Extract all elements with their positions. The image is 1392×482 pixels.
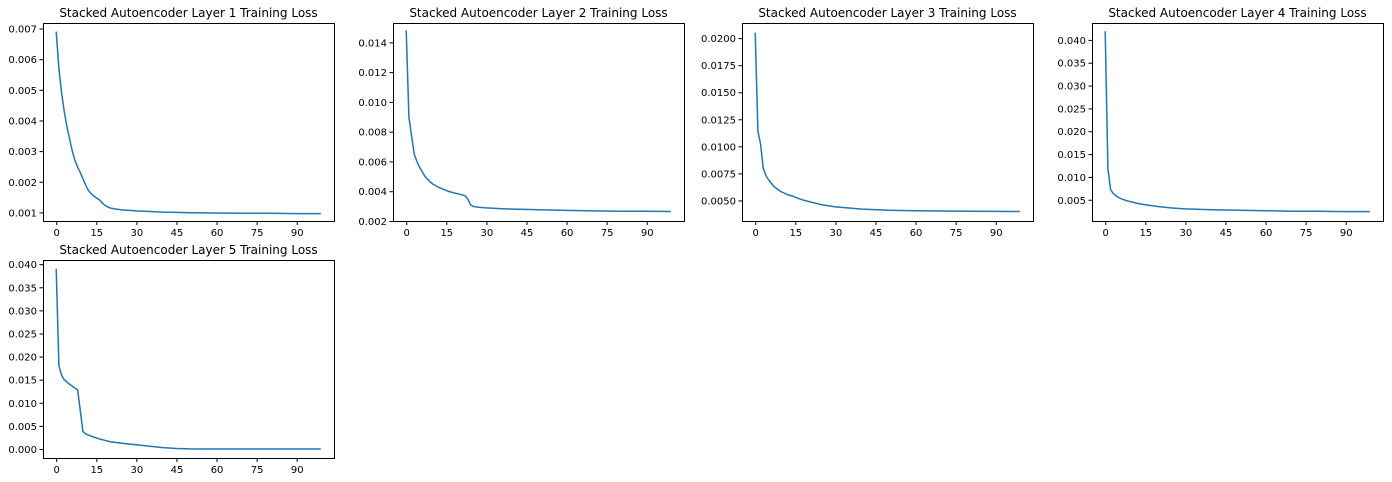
x-tick-label: 30 — [131, 465, 144, 476]
y-tick-label: 0.040 — [1057, 36, 1086, 47]
x-tick-label: 60 — [211, 228, 224, 239]
x-tick-label: 90 — [291, 465, 304, 476]
y-tick-label: 0.004 — [8, 116, 37, 127]
x-tick-label: 0 — [1103, 228, 1109, 239]
x-tick-label: 90 — [990, 228, 1003, 239]
y-tick-label: 0.001 — [8, 208, 37, 219]
x-tick-label: 30 — [481, 228, 494, 239]
y-tick-label: 0.035 — [1057, 59, 1086, 70]
x-tick-label: 75 — [1300, 228, 1313, 239]
x-tick-label: 15 — [90, 465, 103, 476]
chart-title: Stacked Autoencoder Layer 5 Training Los… — [59, 243, 317, 257]
y-tick-label: 0.0075 — [701, 169, 736, 180]
axes-frame — [43, 260, 335, 459]
x-tick-label: 60 — [211, 465, 224, 476]
series-line-1 — [405, 30, 671, 213]
y-tick-label: 0.0125 — [701, 115, 736, 126]
y-tick-label: 0.0200 — [701, 34, 736, 45]
x-tick-label: 45 — [521, 228, 534, 239]
y-tick-label: 0.025 — [1057, 104, 1086, 115]
y-tick-label: 0.002 — [8, 178, 37, 189]
chart-title: Stacked Autoencoder Layer 2 Training Los… — [409, 6, 667, 20]
axes-frame — [1092, 23, 1384, 222]
y-tick-label: 0.030 — [8, 306, 37, 317]
chart-title: Stacked Autoencoder Layer 3 Training Los… — [758, 6, 1016, 20]
y-tick-label: 0.020 — [1057, 127, 1086, 138]
series-line-1 — [55, 31, 321, 215]
x-tick-label: 90 — [1340, 228, 1353, 239]
x-tick-label: 90 — [291, 228, 304, 239]
x-tick-label: 75 — [251, 228, 264, 239]
axes-frame — [43, 23, 335, 222]
subplot-1: Stacked Autoencoder Layer 1 Training Los… — [8, 6, 335, 239]
x-tick-label: 75 — [251, 465, 264, 476]
x-tick-label: 45 — [171, 228, 184, 239]
series-line-1 — [754, 32, 1020, 213]
x-tick-label: 15 — [789, 228, 802, 239]
series-line-1 — [1104, 31, 1370, 213]
x-tick-label: 30 — [830, 228, 843, 239]
x-tick-label: 0 — [404, 228, 410, 239]
x-tick-label: 45 — [1220, 228, 1233, 239]
chart-title: Stacked Autoencoder Layer 1 Training Los… — [59, 6, 317, 20]
y-tick-label: 0.012 — [358, 68, 387, 79]
x-tick-label: 30 — [131, 228, 144, 239]
x-tick-label: 45 — [870, 228, 883, 239]
y-tick-label: 0.0100 — [701, 142, 736, 153]
y-tick-label: 0.006 — [358, 157, 387, 168]
y-tick-label: 0.010 — [358, 98, 387, 109]
x-tick-label: 30 — [1180, 228, 1193, 239]
x-tick-label: 60 — [561, 228, 574, 239]
x-tick-label: 90 — [641, 228, 654, 239]
x-tick-label: 0 — [753, 228, 759, 239]
y-tick-label: 0.0050 — [701, 196, 736, 207]
y-tick-label: 0.000 — [8, 445, 37, 456]
y-tick-label: 0.025 — [8, 329, 37, 340]
axes-frame — [742, 23, 1034, 222]
x-tick-label: 60 — [1260, 228, 1273, 239]
y-tick-label: 0.008 — [358, 128, 387, 139]
y-tick-label: 0.004 — [358, 187, 387, 198]
x-tick-label: 75 — [601, 228, 614, 239]
y-tick-label: 0.035 — [8, 283, 37, 294]
y-tick-label: 0.020 — [8, 353, 37, 364]
x-tick-label: 15 — [90, 228, 103, 239]
x-tick-label: 15 — [1139, 228, 1152, 239]
y-tick-label: 0.010 — [8, 399, 37, 410]
y-tick-label: 0.014 — [358, 38, 387, 49]
x-tick-label: 60 — [910, 228, 923, 239]
axes-frame — [393, 23, 685, 222]
x-tick-label: 45 — [171, 465, 184, 476]
y-tick-label: 0.030 — [1057, 82, 1086, 93]
y-tick-label: 0.010 — [1057, 173, 1086, 184]
y-tick-label: 0.002 — [358, 217, 387, 228]
y-tick-label: 0.015 — [1057, 150, 1086, 161]
subplot-4: Stacked Autoencoder Layer 4 Training Los… — [1057, 6, 1384, 239]
subplot-2: Stacked Autoencoder Layer 2 Training Los… — [358, 6, 685, 239]
y-tick-label: 0.003 — [8, 147, 37, 158]
y-tick-label: 0.0175 — [701, 61, 736, 72]
y-tick-label: 0.005 — [8, 422, 37, 433]
y-tick-label: 0.015 — [8, 376, 37, 387]
x-tick-label: 0 — [54, 228, 60, 239]
y-tick-label: 0.040 — [8, 260, 37, 271]
x-tick-label: 15 — [440, 228, 453, 239]
y-tick-label: 0.005 — [8, 86, 37, 97]
x-tick-label: 0 — [54, 465, 60, 476]
y-tick-label: 0.007 — [8, 25, 37, 36]
y-tick-label: 0.0150 — [701, 88, 736, 99]
subplot-3: Stacked Autoencoder Layer 3 Training Los… — [701, 6, 1034, 239]
y-tick-label: 0.006 — [8, 55, 37, 66]
x-tick-label: 75 — [950, 228, 963, 239]
series-line-1 — [55, 268, 321, 450]
y-tick-label: 0.005 — [1057, 196, 1086, 207]
subplot-5: Stacked Autoencoder Layer 5 Training Los… — [8, 243, 335, 476]
chart-title: Stacked Autoencoder Layer 4 Training Los… — [1108, 6, 1366, 20]
